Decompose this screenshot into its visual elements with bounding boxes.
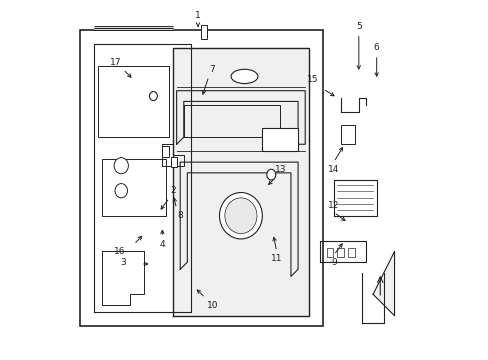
Text: 8: 8	[177, 211, 183, 220]
Ellipse shape	[266, 169, 275, 180]
Text: 7: 7	[209, 65, 215, 74]
Ellipse shape	[149, 91, 157, 100]
Bar	[98, 66, 169, 137]
Text: 4: 4	[159, 240, 165, 249]
Text: 12: 12	[327, 201, 339, 210]
Ellipse shape	[224, 198, 257, 234]
Text: 2: 2	[170, 186, 176, 195]
Text: 14: 14	[327, 165, 339, 174]
Text: 11: 11	[270, 254, 282, 263]
Text: 17: 17	[110, 58, 122, 67]
Bar	[337, 248, 343, 257]
Text: 6: 6	[373, 43, 379, 52]
Bar	[262, 128, 298, 152]
Bar	[102, 158, 165, 216]
Ellipse shape	[231, 69, 257, 84]
Bar	[162, 146, 168, 157]
Polygon shape	[173, 48, 308, 316]
Text: 1: 1	[195, 11, 201, 20]
Bar	[347, 248, 354, 257]
Text: 5: 5	[355, 22, 361, 31]
Text: 13: 13	[274, 165, 285, 174]
Ellipse shape	[114, 158, 128, 174]
Bar	[201, 24, 207, 39]
Bar	[326, 248, 332, 257]
Ellipse shape	[115, 184, 127, 198]
Text: 9: 9	[330, 258, 336, 267]
Bar	[171, 157, 177, 167]
Text: 16: 16	[114, 247, 125, 256]
Bar	[80, 30, 323, 327]
Text: 10: 10	[206, 301, 218, 310]
Text: 3: 3	[120, 258, 126, 267]
Polygon shape	[372, 251, 394, 316]
Ellipse shape	[219, 193, 262, 239]
Bar	[340, 125, 354, 144]
Text: 15: 15	[306, 76, 318, 85]
